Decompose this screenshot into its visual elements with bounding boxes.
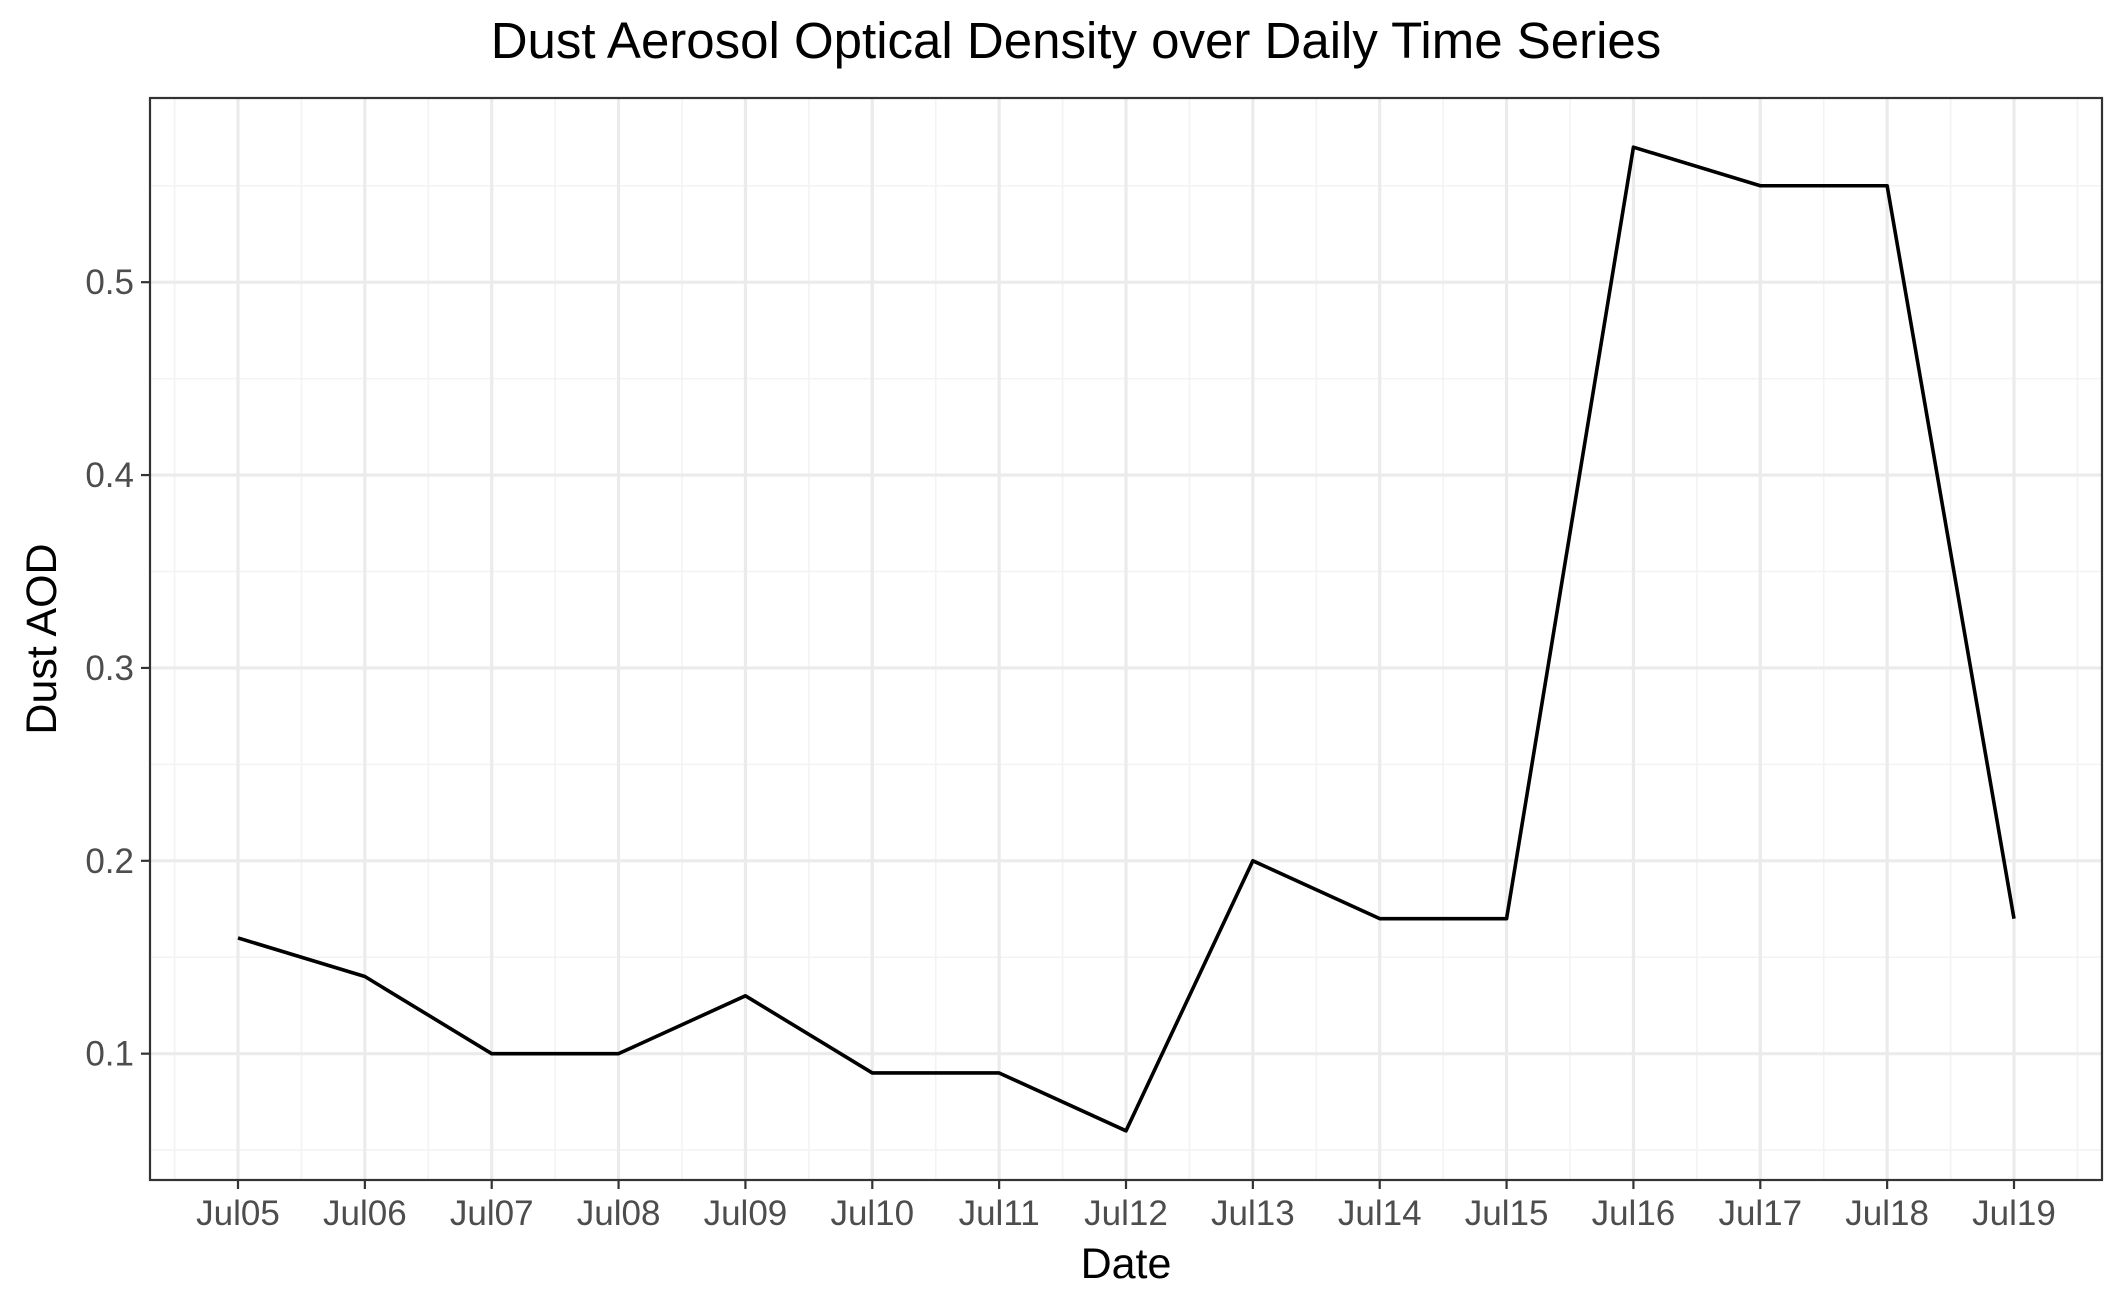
data-point <box>742 993 748 999</box>
data-series <box>235 144 2017 1134</box>
data-point <box>235 935 241 941</box>
y-axis-title: Dust AOD <box>18 543 66 734</box>
x-tick-label: Jul05 <box>196 1194 280 1233</box>
x-tick-label: Jul16 <box>1592 1194 1676 1233</box>
data-point <box>1377 916 1383 922</box>
y-tick-label: 0.1 <box>85 1035 134 1074</box>
x-tick-label: Jul08 <box>577 1194 661 1233</box>
data-point <box>1123 1128 1129 1134</box>
x-tick-label: Jul06 <box>323 1194 407 1233</box>
x-tick-label: Jul09 <box>704 1194 788 1233</box>
data-point <box>489 1051 495 1057</box>
data-point <box>616 1051 622 1057</box>
data-point <box>1250 858 1256 864</box>
y-axis-ticks: 0.1 0.2 0.3 0.4 0.5 <box>85 263 150 1074</box>
series-line <box>237 145 2016 1133</box>
y-tick-label: 0.5 <box>85 263 134 302</box>
x-tick-label: Jul18 <box>1845 1194 1929 1233</box>
grid-lines <box>150 98 2102 1180</box>
x-tick-label: Jul17 <box>1718 1194 1802 1233</box>
y-tick-label: 0.3 <box>85 649 134 688</box>
data-point <box>362 974 368 980</box>
x-tick-label: Jul07 <box>450 1194 534 1233</box>
x-tick-label: Jul13 <box>1211 1194 1295 1233</box>
chart-title: Dust Aerosol Optical Density over Daily … <box>491 12 1662 69</box>
x-tick-label: Jul11 <box>959 1194 1040 1233</box>
data-point <box>2011 916 2017 922</box>
data-point <box>996 1070 1002 1076</box>
x-tick-label: Jul12 <box>1084 1194 1168 1233</box>
x-axis-title: Date <box>1081 1240 1172 1288</box>
data-point <box>869 1070 875 1076</box>
data-point <box>1884 183 1890 189</box>
y-tick-label: 0.4 <box>85 456 134 495</box>
x-tick-label: Jul10 <box>830 1194 914 1233</box>
x-axis-ticks: Jul05 Jul06 Jul07 Jul08 Jul09 Jul10 Jul11 Jul12… <box>196 1180 2056 1233</box>
data-point <box>1757 183 1763 189</box>
y-tick-label: 0.2 <box>85 842 134 881</box>
data-point <box>1630 144 1636 150</box>
x-tick-label: Jul14 <box>1338 1194 1422 1233</box>
x-tick-label: Jul19 <box>1972 1194 2056 1233</box>
data-point <box>1504 916 1510 922</box>
x-tick-label: Jul15 <box>1465 1194 1549 1233</box>
